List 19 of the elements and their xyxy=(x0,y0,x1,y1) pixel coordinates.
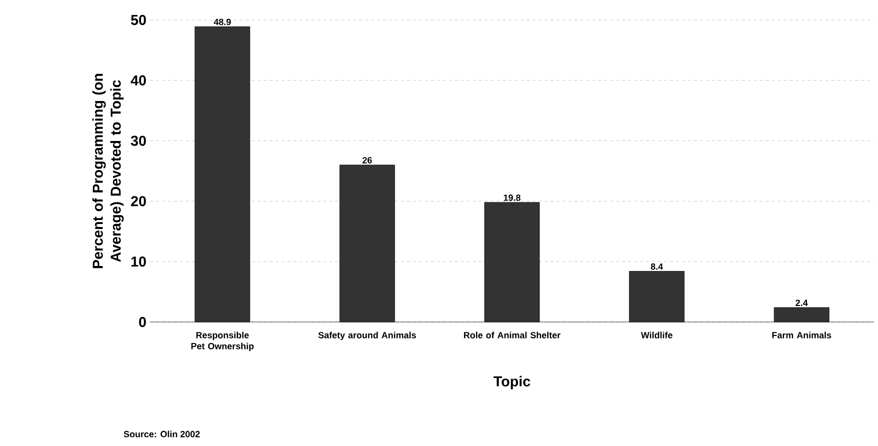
y-tick-label: 50 xyxy=(130,14,146,26)
x-tick-label: Responsible Pet Ownership xyxy=(191,332,254,352)
x-tick-label: Wildlife xyxy=(640,332,672,338)
y-tick-label: 40 xyxy=(130,75,146,86)
y-tick-label: 10 xyxy=(131,256,146,267)
data-label: 48.9 xyxy=(214,18,231,26)
data-label: 8.4 xyxy=(650,263,663,270)
y-tick-label: 20 xyxy=(131,196,146,206)
x-axis-title: Topic xyxy=(494,376,530,390)
x-tick-label: Safety around Animals xyxy=(318,332,416,340)
x-tick-label: Farm Animals xyxy=(772,332,832,338)
data-label: 26 xyxy=(362,157,372,164)
data-label: 19.8 xyxy=(504,194,520,201)
y-tick-label: 0 xyxy=(139,316,146,328)
data-label: 2.4 xyxy=(796,300,808,306)
y-axis-title: Percent of Programming (on Average) Devoted to Topic xyxy=(92,74,124,268)
x-tick-label: Role of Animal Shelter xyxy=(464,332,560,338)
y-tick-label: 30 xyxy=(130,136,146,146)
source-note: Source: Olin 2002 xyxy=(124,430,200,438)
